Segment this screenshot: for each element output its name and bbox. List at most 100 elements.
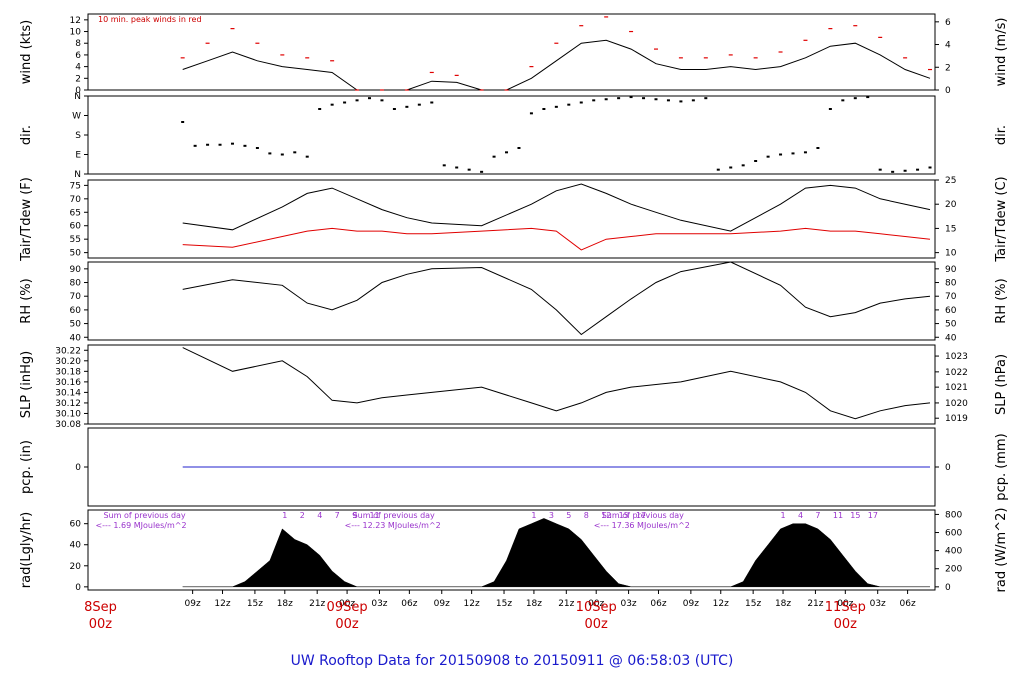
rad-sum-value: <--- 12.23 MJoules/m^2	[345, 521, 441, 530]
rad-hour-label: 17	[636, 511, 646, 520]
wind-ytick-label: 8	[75, 39, 81, 49]
x-axis: 09z 12z 15z 18z 21z 00z 03z 06z 09z 12z 15z 18z 21z 0…	[84, 590, 916, 632]
slp-ytick-label: 30.16	[55, 378, 81, 388]
temp-rtick-label: 25	[945, 176, 956, 186]
x-tick-label: 21z	[558, 599, 574, 609]
dir-point	[766, 155, 770, 158]
temp-ytick-label: 60	[70, 222, 82, 232]
dir-point	[791, 152, 795, 155]
rad-hour-label: 4	[798, 511, 803, 520]
x-day-label: 8Sep	[84, 600, 117, 615]
rh-ytick-label: 90	[70, 265, 82, 275]
dir-ytick-label: N	[74, 92, 81, 102]
x-tick-label: 15z	[745, 599, 761, 609]
rad-sum-label: Sum of previous day	[353, 511, 435, 520]
wind-rtick-label: 0	[945, 86, 951, 96]
dir-point	[492, 155, 496, 158]
wind-rtick-label: 2	[945, 63, 951, 73]
dir-point	[729, 166, 733, 169]
pcp-ylabel-left: pcp. (in)	[19, 440, 34, 494]
wind-ylabel-left: wind (kts)	[19, 20, 34, 84]
panel-slp: SLP (inHg) SLP (hPa)30.0830.1030.1230.143…	[19, 344, 1009, 430]
dir-ytick-label: E	[75, 151, 81, 161]
temp-ytick-label: 50	[70, 249, 82, 259]
dir-point	[305, 155, 309, 158]
dir-point	[243, 144, 247, 147]
rad-hour-label: 15	[619, 511, 629, 520]
temp-ylabel-right: Tair/Tdew (C)	[994, 176, 1009, 262]
rad-hour-label: 4	[317, 511, 322, 520]
pcp-rtick-label: 0	[945, 463, 951, 473]
dir-point	[480, 170, 484, 173]
x-tick-label: 21z	[309, 599, 325, 609]
rh-rtick-label: 80	[945, 279, 957, 289]
slp-ytick-label: 30.08	[55, 420, 81, 430]
dir-point	[878, 168, 882, 171]
x-tick-label: 18z	[277, 599, 293, 609]
x-day-label: 11Sep	[825, 600, 866, 615]
x-tick-label: 03z	[620, 599, 636, 609]
rh-ytick-label: 60	[70, 306, 82, 316]
dir-point	[803, 151, 807, 154]
x-day-hour: 00z	[335, 617, 359, 632]
rh-ytick-label: 50	[70, 320, 82, 330]
dir-point	[255, 147, 259, 149]
rad-hour-label: 17	[868, 511, 878, 520]
x-tick-label: 15z	[247, 599, 263, 609]
wind-ytick-label: 12	[70, 16, 81, 26]
rh-rtick-label: 60	[945, 306, 957, 316]
dir-point	[779, 153, 783, 156]
x-tick-label: 09z	[185, 599, 201, 609]
dir-point	[442, 164, 446, 167]
rad-hour-label: 1	[781, 511, 786, 520]
rh-frame	[87, 261, 936, 341]
dir-point	[542, 108, 546, 110]
slp-ytick-label: 30.22	[55, 346, 81, 356]
wind-ylabel-right: wind (m/s)	[994, 18, 1009, 87]
dir-point	[567, 103, 571, 106]
temp-tair-line	[182, 183, 931, 232]
wind-frame	[87, 13, 936, 91]
rh-ylabel-right: RH (%)	[994, 278, 1009, 323]
dir-ylabel-right: dir.	[994, 125, 1009, 145]
rad-hour-label: 15	[850, 511, 860, 520]
panel-rad: rad(Lgly/hr) rad (W/m^2)02040600200400600…	[19, 508, 1009, 593]
x-tick-label: 00z	[837, 599, 853, 609]
dir-point	[318, 108, 322, 110]
dir-point	[741, 164, 745, 167]
dir-point	[268, 152, 272, 155]
rad-ytick-label: 40	[70, 541, 82, 551]
wind-ytick-label: 10	[70, 28, 82, 38]
dir-ytick-label: W	[72, 112, 81, 122]
dir-point	[280, 153, 284, 156]
rh-rtick-label: 90	[945, 265, 957, 275]
rad-rtick-label: 0	[945, 583, 951, 593]
dir-point	[455, 166, 459, 169]
x-tick-label: 06z	[401, 599, 417, 609]
rad-rtick-label: 600	[945, 529, 962, 539]
x-tick-label: 09z	[434, 599, 450, 609]
rh-ytick-label: 70	[70, 292, 82, 302]
temp-ylabel-left: Tair/Tdew (F)	[19, 177, 34, 262]
slp-rtick-label: 1023	[945, 352, 968, 362]
wind-ytick-label: 6	[75, 51, 81, 61]
temp-rtick-label: 20	[945, 200, 957, 210]
slp-rtick-label: 1019	[945, 414, 968, 424]
dir-point	[629, 96, 633, 99]
dir-point	[355, 99, 359, 102]
dir-ytick-label: S	[75, 131, 81, 141]
dir-frame	[87, 95, 936, 175]
x-day-label: 09Sep	[327, 600, 368, 615]
rad-hour-label: 11	[370, 511, 380, 520]
x-day-label: 10Sep	[576, 600, 617, 615]
rad-rtick-label: 400	[945, 547, 962, 557]
dir-ylabel-left: dir.	[19, 125, 34, 145]
rad-hour-label: 5	[566, 511, 571, 520]
dir-point	[293, 151, 297, 154]
dir-point	[181, 121, 185, 123]
slp-rtick-label: 1021	[945, 383, 968, 393]
x-tick-label: 15z	[496, 599, 512, 609]
slp-rtick-label: 1022	[945, 368, 968, 378]
